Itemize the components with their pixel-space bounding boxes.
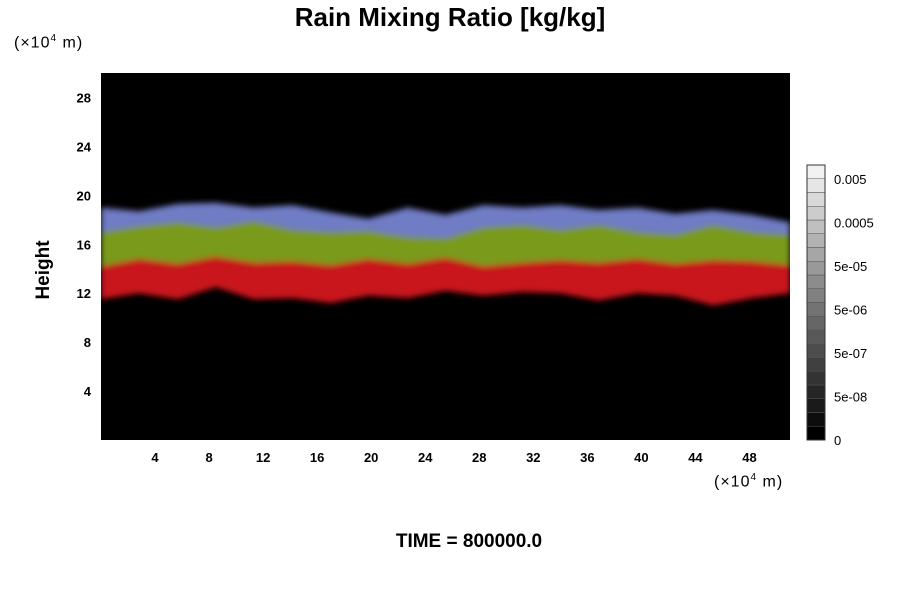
y-tick-label: 20: [77, 188, 91, 203]
colorbar-swatch: [806, 371, 826, 386]
colorbar-swatch: [806, 219, 826, 234]
colorbar-swatch: [806, 398, 826, 413]
y-tick-label: 4: [84, 384, 92, 399]
colorbar-label: 5e-08: [834, 390, 867, 405]
y-axis-unit-base: ×10: [20, 34, 51, 52]
colorbar-swatch: [806, 288, 826, 303]
colorbar-swatch: [806, 343, 826, 358]
colorbar-swatch: [806, 164, 826, 179]
y-tick-label: 24: [77, 139, 92, 154]
y-axis-ticks: 4 8 12 16 20 24 28: [77, 90, 92, 399]
colorbar: 0.005 0.0005 5e-05 5e-06 5e-07 5e-08 0: [806, 164, 874, 448]
x-tick-label: 36: [580, 450, 594, 465]
colorbar-swatch: [806, 384, 826, 399]
colorbar-swatch: [806, 261, 826, 276]
y-tick-label: 16: [77, 237, 91, 252]
x-tick-label: 40: [634, 450, 648, 465]
x-axis-unit-suffix: m: [757, 473, 777, 491]
chart-title: Rain Mixing Ratio [kg/kg]: [294, 2, 606, 32]
colorbar-swatch: [806, 192, 826, 207]
y-axis-unit-exponent: 4: [50, 33, 58, 44]
x-tick-label: 28: [472, 450, 486, 465]
colorbar-label: 0: [834, 433, 841, 448]
x-tick-label: 24: [418, 450, 433, 465]
y-tick-label: 8: [84, 335, 91, 350]
colorbar-swatch: [806, 247, 826, 262]
rain-layer-2: [101, 202, 790, 239]
colorbar-swatch: [806, 316, 826, 331]
colorbar-label: 5e-07: [834, 346, 867, 361]
colorbar-label: 5e-06: [834, 303, 867, 318]
time-label: TIME = 800000.0: [395, 531, 543, 552]
x-tick-label: 44: [688, 450, 703, 465]
rain-layer-0: [101, 256, 790, 306]
x-tick-label: 8: [205, 450, 212, 465]
colorbar-label: 0.0005: [834, 216, 874, 231]
rain-field: [101, 202, 790, 306]
x-tick-label: 48: [742, 450, 756, 465]
colorbar-swatch: [806, 412, 826, 427]
colorbar-frame: [806, 164, 826, 441]
colorbar-swatch: [806, 357, 826, 372]
x-axis-unit: (×104 m): [714, 472, 784, 491]
colorbar-swatch: [806, 329, 826, 344]
x-axis-ticks: 4 8 12 16 20 24 28 32 36 40 44 48: [151, 450, 756, 465]
x-tick-label: 20: [364, 450, 378, 465]
y-axis-unit: (×104 m): [14, 33, 84, 52]
colorbar-label: 5e-05: [834, 259, 867, 274]
x-tick-label: 32: [526, 450, 540, 465]
x-axis-unit-base: ×10: [720, 473, 751, 491]
x-tick-label: 16: [310, 450, 324, 465]
colorbar-swatch: [806, 274, 826, 289]
colorbar-swatch: [806, 206, 826, 221]
colorbar-swatch: [806, 426, 826, 441]
x-axis-unit-exponent: 4: [750, 472, 758, 483]
colorbar-swatch: [806, 233, 826, 248]
colorbar-swatch: [806, 302, 826, 317]
colorbar-swatch: [806, 178, 826, 193]
rain-layer-1: [101, 221, 790, 267]
y-tick-label: 28: [77, 90, 91, 105]
y-tick-label: 12: [77, 286, 91, 301]
y-axis-unit-suffix: m: [57, 34, 77, 52]
x-tick-label: 12: [256, 450, 270, 465]
colorbar-label: 0.005: [834, 172, 867, 187]
x-tick-label: 4: [151, 450, 159, 465]
